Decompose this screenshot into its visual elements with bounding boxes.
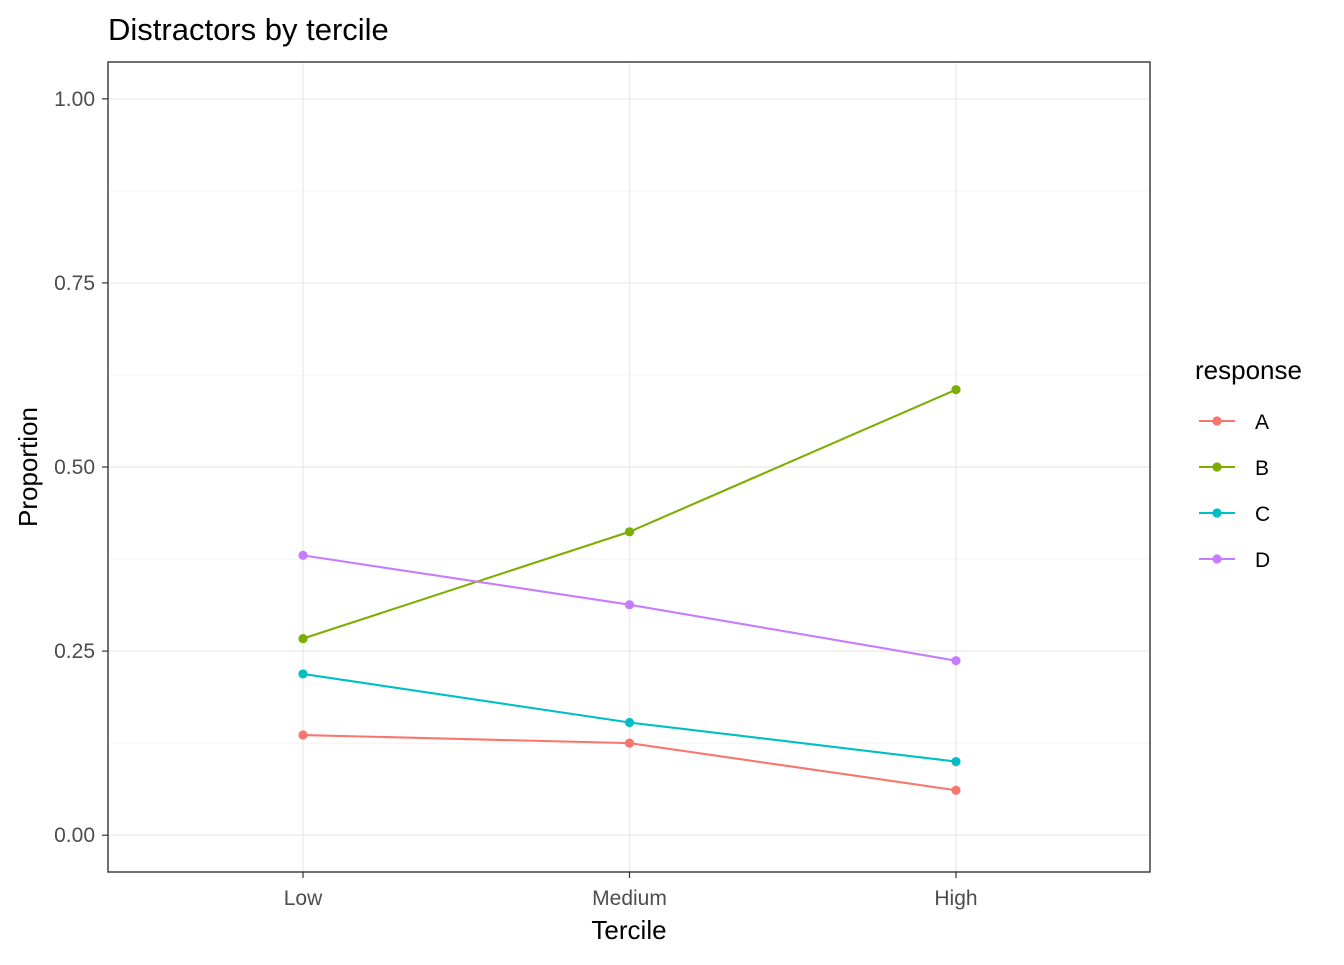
data-point <box>298 730 308 740</box>
data-point <box>298 633 308 644</box>
series-d <box>298 550 961 666</box>
legend-key-point <box>1212 554 1222 564</box>
legend-item: B <box>1199 457 1269 480</box>
data-point <box>624 738 635 748</box>
grid <box>108 62 1150 872</box>
data-point <box>951 385 961 395</box>
series-a <box>298 730 961 795</box>
legend-key-point <box>1212 508 1222 518</box>
data-point <box>624 600 635 610</box>
legend-label: B <box>1255 457 1269 480</box>
chart-title: Distractors by tercile <box>108 12 389 47</box>
data-point <box>624 527 635 537</box>
y-tick-label: 1.00 <box>54 88 95 111</box>
legend-item: D <box>1199 549 1270 572</box>
y-axis-title: Proportion <box>13 407 43 527</box>
y-tick-label: 0.75 <box>54 272 95 295</box>
legend-title: response <box>1195 355 1302 385</box>
data-point <box>951 785 961 795</box>
legend-key-point <box>1212 416 1222 426</box>
legend-key-point <box>1212 462 1222 472</box>
x-tick-label: Medium <box>592 887 667 910</box>
data-point <box>298 669 308 679</box>
x-tick-label: Low <box>284 887 323 910</box>
data-point <box>951 656 961 666</box>
series-b <box>298 385 961 644</box>
axes: 0.00 0.25 0.50 0.75 1.00 Low Medium High <box>54 88 977 910</box>
y-tick-label: 0.25 <box>54 640 95 663</box>
series-layer <box>298 385 961 795</box>
x-tick-label: High <box>934 887 977 910</box>
y-tick-label: 0.00 <box>54 824 95 847</box>
series-c <box>298 669 961 767</box>
legend-label: C <box>1255 503 1270 526</box>
x-axis-title: Tercile <box>591 915 666 945</box>
y-tick-label: 0.50 <box>54 456 95 479</box>
legend-item: A <box>1199 411 1269 434</box>
data-point <box>298 550 308 560</box>
legend-label: A <box>1255 411 1269 434</box>
legend-item: C <box>1199 503 1270 526</box>
legend-label: D <box>1255 549 1270 572</box>
data-point <box>951 756 961 767</box>
data-point <box>624 717 635 728</box>
